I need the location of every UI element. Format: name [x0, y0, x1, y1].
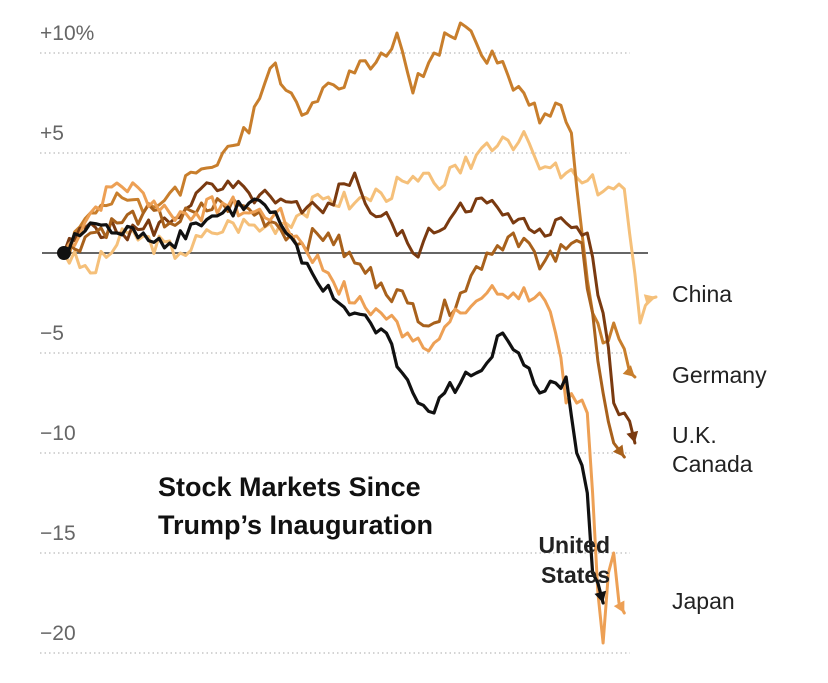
series-arrowhead-uk	[626, 430, 639, 443]
series-lines	[57, 21, 658, 645]
y-tick-label: −10	[40, 422, 76, 445]
y-axis-tick-labels: +10% +5 −5 −10 −15 −20	[40, 22, 94, 645]
series-arrowhead-germany	[622, 365, 635, 377]
series-label-united-states-line-1: United	[538, 532, 610, 558]
chart-title-line-2: Trump’s Inauguration	[158, 510, 433, 540]
series-arrowhead-japan	[613, 600, 625, 613]
y-tick-label: −20	[40, 622, 76, 645]
series-line-china	[62, 130, 658, 325]
y-tick-label: +5	[40, 122, 64, 145]
series-label-uk: U.K.	[672, 422, 717, 448]
series-label-germany: Germany	[672, 362, 767, 388]
series-label-japan: Japan	[672, 588, 735, 614]
series-line-uk	[62, 171, 637, 445]
series-line-germany	[62, 21, 637, 379]
chart-title-line-1: Stock Markets Since	[158, 472, 421, 502]
y-tick-label: −5	[40, 322, 64, 345]
series-line-japan	[62, 181, 626, 645]
series-arrowhead-china	[643, 294, 656, 306]
series-label-united-states-line-2: States	[541, 562, 610, 588]
start-point-marker	[57, 246, 71, 260]
series-arrowhead-canada	[612, 444, 625, 457]
y-tick-label: +10%	[40, 22, 94, 45]
series-label-china: China	[672, 281, 732, 307]
series-label-canada: Canada	[672, 451, 753, 477]
series-arrowhead-us	[594, 590, 607, 603]
y-tick-label: −15	[40, 522, 76, 545]
series-line-us	[62, 197, 605, 605]
